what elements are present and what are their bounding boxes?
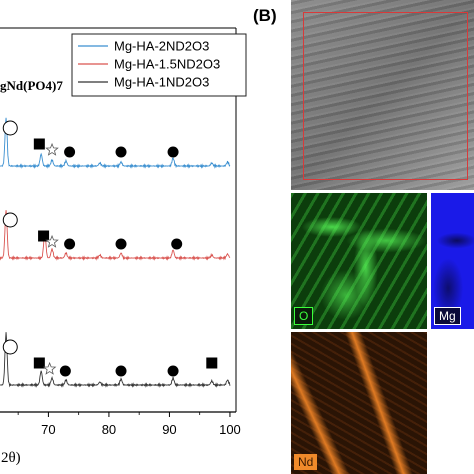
legend-entry-1: Mg-HA-2ND2O3 [114, 39, 209, 54]
marker-circle-3 [64, 146, 76, 158]
marker-circle-9 [64, 238, 76, 250]
sem-region-frame [303, 12, 468, 180]
legend-box [71, 33, 247, 97]
marker-circle-17 [167, 365, 179, 377]
x-axis-label: 2θ) [1, 450, 21, 466]
marker-square-7 [38, 230, 50, 242]
sem-micrograph [291, 0, 474, 190]
legend-entry-2: Mg-HA-1.5ND2O3 [114, 57, 220, 72]
map-label-mg: Mg [434, 307, 461, 325]
marker-circle-open-12 [2, 339, 18, 355]
marker-star-open-8 [45, 234, 59, 248]
marker-star-open-14 [42, 361, 57, 375]
marker-square-1 [33, 138, 45, 150]
x-tick-label-100: 100 [219, 422, 241, 437]
marker-square-18 [206, 357, 218, 369]
marker-square-13 [33, 357, 45, 369]
xrd-pattern-chart: 70 80 90 100 Mg-HA-2ND2O3Mg-HA-1.5ND2O3Mg-H… [0, 27, 247, 466]
legend: Mg-HA-2ND2O3 Mg-HA-1.5ND2O3 Mg-HA-1ND2O3 [71, 33, 247, 97]
eds-map-magnesium: Mg [431, 193, 474, 329]
panel-b-label: (B) [253, 6, 277, 25]
series-line-3 [0, 332, 231, 388]
marker-circle-5 [167, 146, 179, 158]
marker-star-open-2 [45, 142, 59, 156]
x-tick-label-70: 70 [41, 422, 55, 437]
map-label-nd: Nd [294, 454, 318, 470]
legend-entry-3: Mg-HA-1ND2O3 [114, 75, 209, 90]
series-line-2 [0, 210, 231, 261]
map-label-o: O [294, 307, 314, 325]
eds-map-neodymium: Nd [291, 332, 427, 474]
marker-circle-10 [115, 238, 127, 250]
series-line-1 [0, 117, 231, 169]
marker-circle-11 [171, 238, 183, 250]
x-tick-label-80: 80 [102, 422, 116, 437]
x-tick-label-90: 90 [162, 422, 176, 437]
marker-circle-4 [115, 146, 127, 158]
marker-circle-open-0 [2, 120, 18, 136]
phase-label: gNd(PO4)7 [0, 78, 63, 93]
marker-circle-16 [115, 365, 127, 377]
marker-circle-15 [59, 365, 71, 377]
eds-map-oxygen: O [291, 193, 427, 329]
marker-circle-open-6 [2, 212, 18, 228]
